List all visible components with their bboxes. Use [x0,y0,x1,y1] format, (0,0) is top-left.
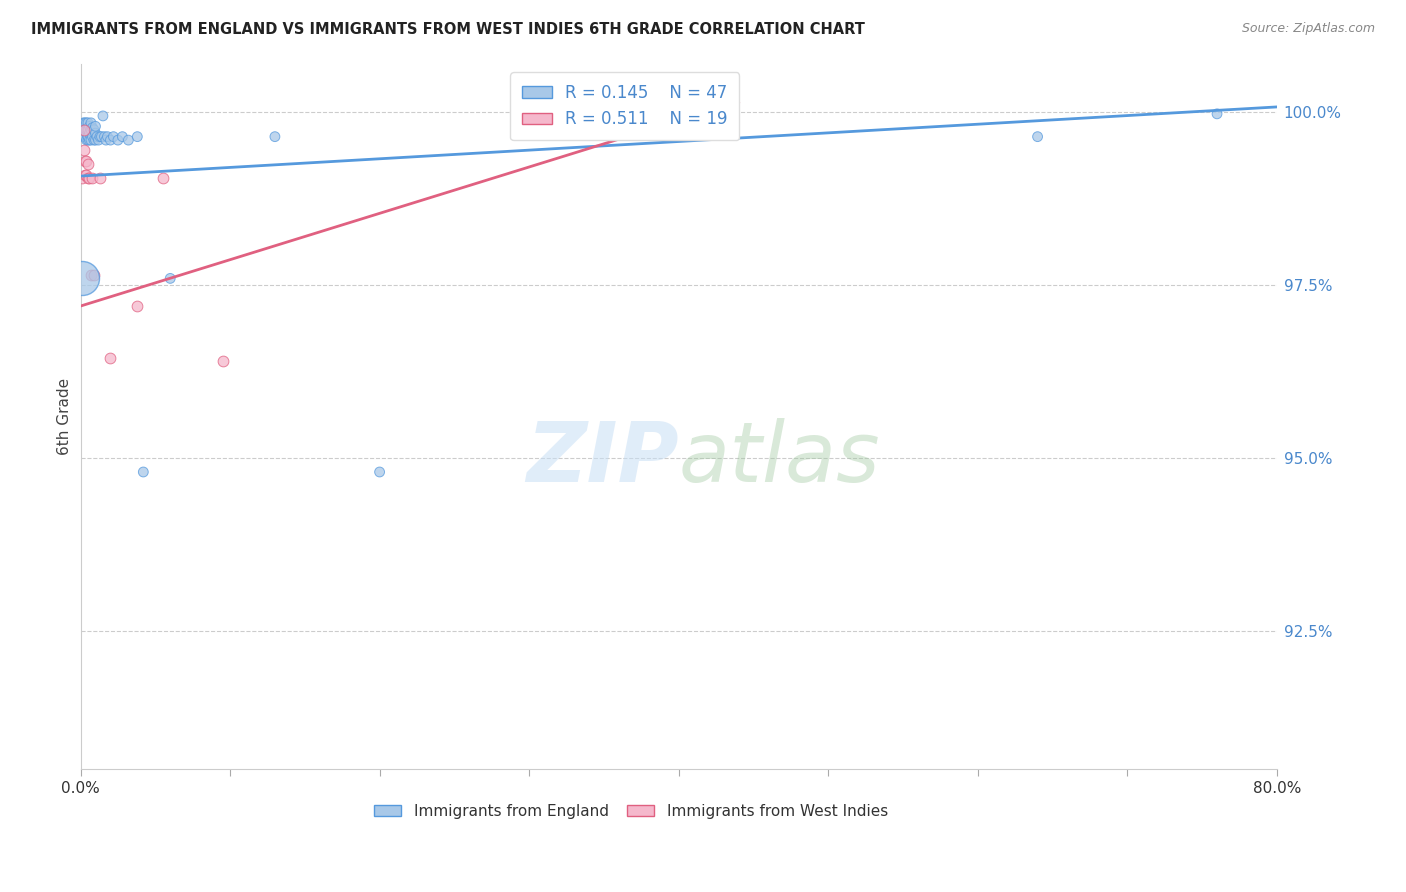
Point [79,120,101,134]
Point [159,271,181,285]
Point [77,157,100,171]
Point [77,129,100,144]
Point [82,171,104,186]
Point [1026,129,1049,144]
Point [100,351,122,365]
Point [127,129,149,144]
Point [264,129,287,144]
Point [77,116,100,130]
Point [127,299,149,313]
Point [76,122,98,136]
Y-axis label: 6th Grade: 6th Grade [58,378,72,455]
Point [76,133,98,147]
Point [73,168,96,182]
Point [84,133,107,147]
Point [84,126,107,140]
Point [79,133,101,147]
Point [103,129,125,144]
Point [70,122,93,136]
Point [72,129,94,144]
Point [83,133,105,147]
Point [368,465,391,479]
Text: atlas: atlas [679,418,880,500]
Point [80,268,103,282]
Point [76,153,98,168]
Point [94,133,117,147]
Point [70,271,93,285]
Point [73,116,96,130]
Point [89,171,111,186]
Point [72,122,94,136]
Point [76,116,98,130]
Point [152,171,174,186]
Point [117,133,139,147]
Point [96,129,118,144]
Point [77,133,100,147]
Text: Source: ZipAtlas.com: Source: ZipAtlas.com [1241,22,1375,36]
Point [72,144,94,158]
Point [87,133,110,147]
Point [111,129,134,144]
Point [91,109,114,123]
Point [77,171,100,186]
Point [82,129,104,144]
Point [80,133,103,147]
Point [79,171,101,186]
Point [80,116,103,130]
Point [93,129,115,144]
Point [76,126,98,140]
Point [132,465,155,479]
Point [89,129,111,144]
Point [70,171,93,186]
Point [211,354,233,368]
Point [83,268,105,282]
Point [82,120,104,135]
Point [637,107,659,121]
Point [107,133,129,147]
Point [73,122,96,136]
Point [84,120,107,134]
Text: ZIP: ZIP [526,418,679,500]
Point [83,122,105,136]
Point [80,122,103,136]
Point [73,129,96,144]
Point [79,126,101,140]
Point [1206,107,1229,121]
Point [72,116,94,130]
Point [76,168,98,182]
Point [77,122,100,136]
Text: IMMIGRANTS FROM ENGLAND VS IMMIGRANTS FROM WEST INDIES 6TH GRADE CORRELATION CHA: IMMIGRANTS FROM ENGLAND VS IMMIGRANTS FR… [31,22,865,37]
Point [90,129,112,144]
Legend: Immigrants from England, Immigrants from West Indies: Immigrants from England, Immigrants from… [368,798,894,825]
Point [73,153,96,168]
Point [86,129,108,144]
Point [100,133,122,147]
